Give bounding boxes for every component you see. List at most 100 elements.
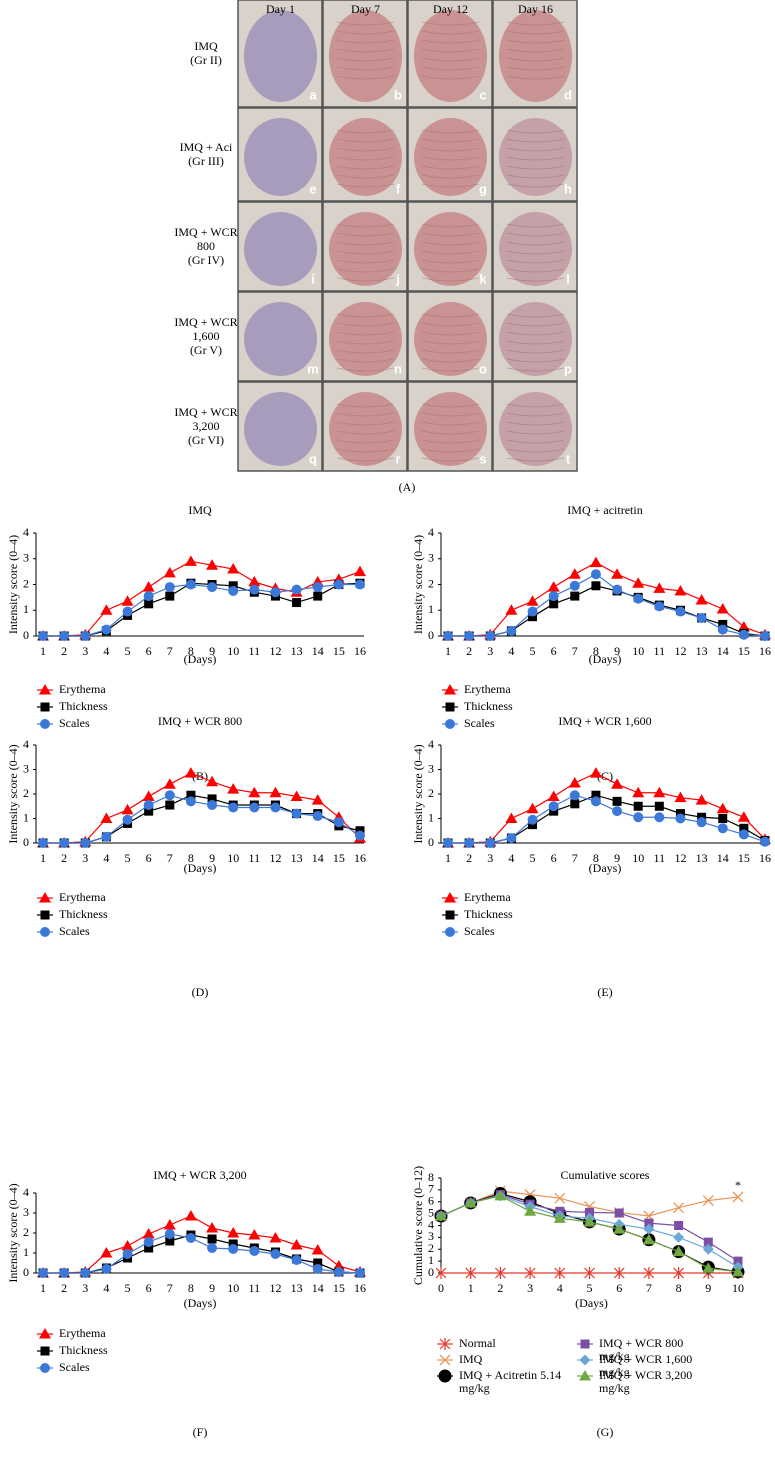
marker: [207, 1234, 217, 1244]
marker: [696, 612, 707, 623]
skin-fold: [336, 430, 395, 435]
marker: [142, 790, 155, 801]
x-tick-label: 16: [354, 851, 366, 865]
panel-caption: (A): [399, 480, 416, 494]
marker: [122, 606, 133, 617]
marker: [435, 1267, 447, 1279]
series-line: [448, 561, 766, 637]
y-tick-label: 1: [428, 602, 434, 616]
y-tick-label: 0: [23, 1265, 29, 1279]
x-tick-label: 8: [676, 1281, 682, 1295]
marker: [228, 585, 239, 596]
marker: [506, 625, 517, 636]
x-tick-label: 11: [654, 851, 666, 865]
marker: [738, 629, 749, 640]
marker: [207, 582, 218, 593]
photo-skin: [329, 392, 402, 466]
chart-title: IMQ + WCR 1,600: [558, 714, 651, 728]
marker: [185, 1233, 196, 1243]
marker: [122, 814, 133, 825]
photo-letter: s: [479, 451, 486, 466]
marker: [570, 591, 580, 601]
marker: [249, 802, 260, 813]
marker: [733, 1256, 743, 1266]
marker: [465, 1267, 477, 1279]
photo-letter: a: [309, 87, 317, 102]
photo-letter: g: [479, 181, 487, 196]
marker: [101, 831, 112, 842]
marker: [549, 599, 559, 609]
y-axis-label: Intensity score (0–4): [411, 535, 425, 634]
legend-label: Normal: [459, 1336, 496, 1350]
marker: [291, 584, 302, 595]
skin-fold: [506, 21, 565, 26]
x-tick-label: 4: [557, 1281, 563, 1295]
row-label: IMQ + WCR: [174, 225, 237, 239]
marker: [228, 1244, 239, 1254]
photo-letter: t: [566, 451, 571, 466]
marker: [333, 817, 344, 828]
marker: [526, 802, 539, 814]
x-tick-label: 16: [354, 644, 366, 658]
skin-fold: [421, 241, 480, 246]
marker: [675, 606, 686, 617]
marker: [59, 631, 70, 641]
marker: [121, 803, 134, 815]
photo-letter: o: [479, 361, 487, 376]
x-tick-label: 0: [438, 1281, 444, 1295]
marker: [144, 1243, 154, 1253]
photo-skin: [414, 212, 487, 286]
marker: [290, 1239, 303, 1250]
row-label: (Gr II): [190, 53, 222, 67]
legend-label: Erythema: [59, 890, 106, 904]
y-tick-label: 5: [428, 1205, 434, 1219]
skin-fold: [506, 349, 565, 354]
marker: [548, 801, 559, 812]
marker: [163, 1219, 176, 1230]
x-tick-label: 5: [125, 851, 131, 865]
series-line: [448, 794, 766, 844]
y-tick-label: 3: [428, 1229, 434, 1243]
marker: [207, 794, 217, 804]
y-tick-label: 4: [23, 1185, 29, 1199]
skin-fold: [421, 147, 480, 152]
marker: [270, 802, 281, 813]
marker: [654, 601, 665, 612]
marker: [80, 631, 91, 641]
series-line: [43, 582, 361, 637]
skin-fold: [336, 412, 395, 417]
skin-fold: [336, 367, 395, 372]
marker: [760, 631, 770, 641]
marker: [612, 584, 623, 595]
marker: [716, 602, 729, 614]
x-tick-label: 2: [61, 644, 67, 658]
y-tick-label: 3: [23, 1205, 29, 1219]
skin-fold: [506, 232, 565, 237]
marker: [611, 778, 624, 789]
x-tick-label: 7: [646, 1281, 652, 1295]
marker: [38, 838, 48, 848]
chart-title: Cumulative scores: [561, 1168, 650, 1182]
x-tick-label: 5: [530, 644, 536, 658]
skin-fold: [506, 241, 565, 246]
marker: [163, 778, 176, 789]
marker: [184, 555, 197, 566]
marker: [591, 790, 601, 800]
x-tick-label: 10: [227, 644, 239, 658]
x-tick-label: 14: [312, 644, 324, 658]
marker: [568, 568, 581, 579]
marker: [444, 892, 456, 903]
marker: [674, 791, 687, 803]
row-label: IMQ + WCR: [174, 315, 237, 329]
x-tick-label: 12: [269, 1281, 281, 1295]
x-tick-label: 1: [40, 851, 46, 865]
legend-label: Erythema: [59, 1326, 106, 1340]
skin-fold: [336, 57, 395, 62]
marker: [355, 830, 365, 841]
marker: [249, 1246, 260, 1256]
marker: [613, 1267, 625, 1279]
marker: [591, 581, 601, 591]
legend-label: Thickness: [59, 699, 108, 713]
x-tick-label: 11: [249, 644, 261, 658]
marker: [614, 1208, 624, 1218]
